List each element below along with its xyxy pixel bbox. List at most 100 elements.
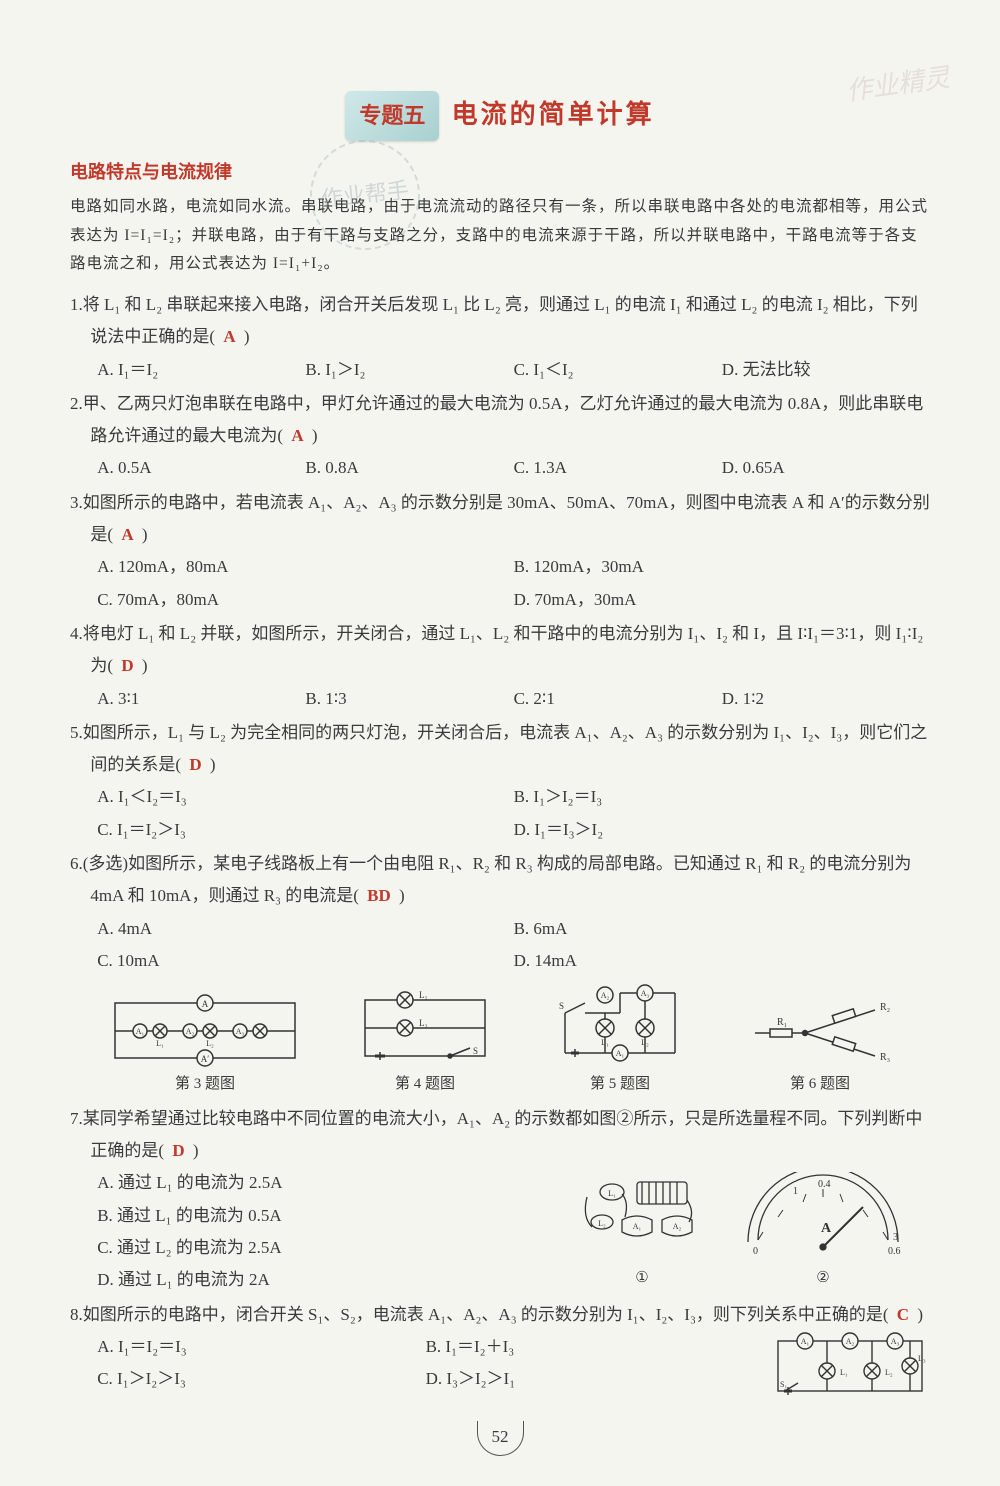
svg-text:A: A: [202, 999, 209, 1009]
q8-opt-b: B. I₁＝I₂＋I₃: [426, 1331, 754, 1363]
q4-close: ): [142, 656, 148, 675]
svg-text:A₁: A₁: [801, 1337, 810, 1346]
q1-opt-a: A. I₁＝I₂: [97, 354, 305, 386]
q4-opt-a: A. 3∶1: [97, 683, 305, 715]
svg-text:A₁: A₁: [616, 1049, 625, 1058]
question-1: 1.将 L₁ 和 L₂ 串联起来接入电路，闭合开关后发现 L₁ 比 L₂ 亮，则…: [70, 289, 930, 386]
q2-answer: A: [287, 426, 307, 445]
q3-close: ): [142, 525, 148, 544]
svg-text:A: A: [821, 1221, 832, 1236]
q4-opt-c: C. 2∶1: [514, 683, 722, 715]
svg-text:0.6: 0.6: [888, 1246, 901, 1257]
q2-opt-a: A. 0.5A: [97, 452, 305, 484]
q7-options: A. 通过 L₁ 的电流为 2.5A B. 通过 L₁ 的电流为 0.5A C.…: [70, 1167, 530, 1296]
q8-num: 8.: [70, 1305, 83, 1324]
q6-answer: BD: [363, 886, 395, 905]
svg-text:A₁: A₁: [633, 1222, 642, 1231]
q1-answer: A: [219, 327, 239, 346]
circuit-diagram-icon: L₁ L₂ S: [355, 988, 495, 1068]
svg-text:1: 1: [793, 1186, 798, 1197]
q2-num: 2.: [70, 394, 83, 413]
question-7: 7.某同学希望通过比较电路中不同位置的电流大小，A₁、A₂ 的示数都如图②所示，…: [70, 1103, 930, 1297]
svg-text:A₂: A₂: [846, 1337, 855, 1346]
q1-close: ): [244, 327, 250, 346]
title-row: 专题五 电流的简单计算: [70, 90, 930, 141]
q7-num: 7.: [70, 1109, 83, 1128]
figure-8: A₁ A₂ A₃ L₁ L₂ L₃ S₁: [770, 1331, 930, 1403]
ammeter-dial-icon: 0 0.4 0.6 1 3 A: [733, 1172, 913, 1262]
svg-text:L₁: L₁: [156, 1039, 164, 1048]
q6-opt-c: C. 10mA: [97, 945, 513, 977]
q1-options: A. I₁＝I₂ B. I₁＞I₂ C. I₁＜I₂ D. 无法比较: [70, 354, 930, 386]
q1-num: 1.: [70, 295, 83, 314]
figures-row: A A₁ L₁ A₂ L₂ A₃ A′ 第 3 题图 L₁ L₂ S: [70, 983, 930, 1099]
q2-options: A. 0.5A B. 0.8A C. 1.3A D. 0.65A: [70, 452, 930, 484]
svg-text:A₂: A₂: [186, 1027, 195, 1036]
svg-text:R₁: R₁: [777, 1017, 787, 1028]
svg-text:A₂: A₂: [601, 991, 610, 1000]
question-8: 8.如图所示的电路中，闭合开关 S₁、S₂，电流表 A₁、A₂、A₃ 的示数分别…: [70, 1299, 930, 1403]
svg-text:0: 0: [753, 1246, 758, 1257]
circuit-diagram-icon: S A₂ A₃ L₁ L₂ A₁: [545, 983, 695, 1068]
svg-text:0.4: 0.4: [818, 1179, 831, 1190]
q6-opt-d: D. 14mA: [514, 945, 930, 977]
svg-text:R₃: R₃: [880, 1052, 890, 1063]
q7-opt-b: B. 通过 L₁ 的电流为 0.5A: [97, 1200, 530, 1232]
q6-stem: (多选)如图所示，某电子线路板上有一个由电阻 R₁、R₂ 和 R₃ 构成的局部电…: [83, 854, 912, 905]
q6-opt-b: B. 6mA: [514, 913, 930, 945]
q5-num: 5.: [70, 723, 83, 742]
q7-stem: 某同学希望通过比较电路中不同位置的电流大小，A₁、A₂ 的示数都如图②所示，只是…: [83, 1109, 923, 1160]
q7-close: ): [193, 1141, 199, 1160]
figure-3: A A₁ L₁ A₂ L₂ A₃ A′ 第 3 题图: [105, 988, 305, 1099]
circuit-diagram-icon: A A₁ L₁ A₂ L₂ A₃ A′: [105, 988, 305, 1068]
q3-opt-d: D. 70mA，30mA: [514, 584, 930, 616]
question-5: 5.如图所示，L₁ 与 L₂ 为完全相同的两只灯泡，开关闭合后，电流表 A₁、A…: [70, 717, 930, 846]
q3-num: 3.: [70, 493, 83, 512]
q8-answer: C: [893, 1305, 913, 1324]
q4-opt-d: D. 1∶2: [722, 683, 930, 715]
svg-text:L₂: L₂: [885, 1368, 893, 1377]
q1-stem: 将 L₁ 和 L₂ 串联起来接入电路，闭合开关后发现 L₁ 比 L₂ 亮，则通过…: [83, 295, 918, 346]
q7-opt-d: D. 通过 L₁ 的电流为 2A: [97, 1264, 530, 1296]
q4-opt-b: B. 1∶3: [305, 683, 513, 715]
q8-stem: 如图所示的电路中，闭合开关 S₁、S₂，电流表 A₁、A₂、A₃ 的示数分别为 …: [83, 1305, 889, 1324]
question-3: 3.如图所示的电路中，若电流表 A₁、A₂、A₃ 的示数分别是 30mA、50m…: [70, 487, 930, 616]
q3-opt-c: C. 70mA，80mA: [97, 584, 513, 616]
q7-figures: L₁ L₂ A₁ A₂ ①: [550, 1167, 930, 1296]
svg-text:L₂: L₂: [419, 1018, 428, 1028]
q7-fig2-label: ②: [733, 1264, 913, 1293]
title-text: 电流的简单计算: [452, 100, 655, 129]
page-number: 52: [70, 1421, 930, 1456]
q5-opt-c: C. I₁＝I₂＞I₃: [97, 814, 513, 846]
q8-opt-d: D. I₃＞I₂＞I₁: [426, 1363, 754, 1395]
q5-opt-b: B. I₁＞I₂＝I₃: [514, 781, 930, 813]
q4-options: A. 3∶1 B. 1∶3 C. 2∶1 D. 1∶2: [70, 683, 930, 715]
svg-text:A₃: A₃: [891, 1337, 900, 1346]
svg-text:L₁: L₁: [840, 1368, 848, 1377]
svg-text:L₂: L₂: [598, 1219, 606, 1228]
figure-4-caption: 第 4 题图: [355, 1070, 495, 1099]
q5-opt-a: A. I₁＜I₂＝I₃: [97, 781, 513, 813]
q3-opt-a: A. 120mA，80mA: [97, 551, 513, 583]
q2-close: ): [312, 426, 318, 445]
figure-4: L₁ L₂ S 第 4 题图: [355, 988, 495, 1099]
circuit-diagram-icon: A₁ A₂ A₃ L₁ L₂ L₃ S₁: [770, 1331, 930, 1401]
svg-text:A′: A′: [201, 1054, 209, 1064]
svg-text:R₂: R₂: [880, 1002, 890, 1013]
intro-text: 电路如同水路，电流如同水流。串联电路，由于电流流动的路径只有一条，所以串联电路中…: [70, 193, 930, 279]
q1-opt-b: B. I₁＞I₂: [305, 354, 513, 386]
q6-num: 6.: [70, 854, 83, 873]
q7-opt-c: C. 通过 L₂ 的电流为 2.5A: [97, 1232, 530, 1264]
svg-text:L₁: L₁: [608, 1189, 616, 1198]
title-badge: 专题五: [345, 91, 439, 141]
q7-opt-a: A. 通过 L₁ 的电流为 2.5A: [97, 1167, 530, 1199]
figure-6: R₂ R₃ R₁ 第 6 题图: [745, 998, 895, 1099]
q2-stem: 甲、乙两只灯泡串联在电路中，甲灯允许通过的最大电流为 0.5A，乙灯允许通过的最…: [83, 394, 924, 445]
q2-opt-d: D. 0.65A: [722, 452, 930, 484]
q2-opt-c: C. 1.3A: [514, 452, 722, 484]
q3-answer: A: [117, 525, 137, 544]
figure-5: S A₂ A₃ L₁ L₂ A₁ 第 5 题图: [545, 983, 695, 1099]
q4-stem: 将电灯 L₁ 和 L₂ 并联，如图所示，开关闭合，通过 L₁、L₂ 和干路中的电…: [83, 624, 924, 675]
svg-text:A₃: A₃: [641, 989, 650, 998]
q6-close: ): [399, 886, 405, 905]
